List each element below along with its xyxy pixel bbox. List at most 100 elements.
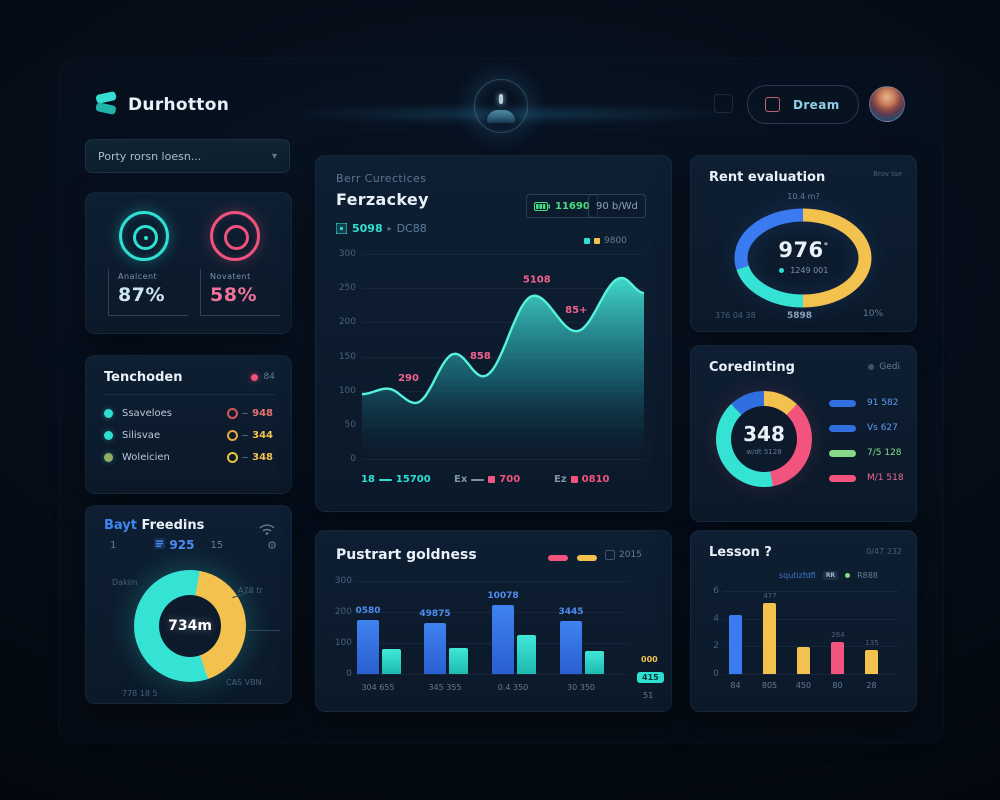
gear-icon[interactable]: ⚙ — [267, 538, 277, 552]
chart-legend-item[interactable]: Ez 0810 — [554, 474, 610, 485]
legend-item[interactable]: 91 582 — [829, 398, 899, 408]
title-accent: Bayt — [104, 518, 137, 533]
orb-light — [499, 94, 503, 104]
legend-badge: RR — [822, 571, 839, 580]
gauge-label: Analcent — [118, 272, 158, 281]
app-logo-icon[interactable] — [93, 90, 119, 116]
legend-note-value: 2015 — [619, 550, 642, 560]
list-item[interactable]: Silisvae 344 — [86, 424, 291, 446]
data-label: 858 — [470, 351, 491, 362]
badge-value: 84 — [263, 372, 275, 382]
stat-value: 5098 — [352, 222, 383, 235]
search-field[interactable]: Porty rorsn loesn... ▾ — [85, 139, 290, 173]
divider — [102, 394, 275, 395]
value-dot-icon — [227, 407, 239, 419]
user-avatar[interactable] — [869, 86, 905, 122]
bar-secondary — [382, 649, 401, 674]
yellow-legend-pill[interactable] — [577, 555, 597, 561]
performance-plot: 290 858 5108 85+ — [361, 254, 645, 459]
bar — [729, 615, 742, 674]
lesson-legend: squtizfdfi RR R888 — [779, 571, 878, 580]
legend-label: 7/5 128 — [867, 448, 902, 458]
legend-item[interactable]: M/1 518 — [829, 473, 904, 483]
donut-center-sub: w/dt 5128 — [746, 448, 782, 456]
legend-pill — [829, 399, 856, 407]
y-tick-label: 4 — [713, 613, 719, 624]
bar-value-label: 0580 — [355, 606, 381, 616]
mini-legend: 9800 — [584, 236, 627, 246]
gridline — [723, 646, 899, 648]
value-dot-icon — [227, 429, 239, 441]
legend-label: Ez — [554, 474, 567, 485]
degree-mark: ° — [823, 242, 829, 252]
ring-label-bottom-mid: 5898 — [787, 311, 813, 321]
battery-icon — [534, 201, 550, 211]
chart-legend-item[interactable]: Ex 700 — [454, 474, 520, 485]
tenchoden-rows: Ssaveloes 948 Silisvae 344 Woleicien 348 — [86, 402, 291, 468]
connector-line — [248, 630, 280, 631]
launch-orb-icon[interactable] — [474, 79, 528, 133]
y-tick-label: 150 — [338, 351, 356, 362]
performance-card: Berr Curectices Ferzackey 11690 90 b/Wd … — [315, 155, 672, 512]
chart-legend-item[interactable]: 18 15700 — [361, 474, 431, 485]
legend-value: 15700 — [395, 474, 431, 485]
coredinting-legend: 91 582 Vs 627 7/5 128 M/1 518 — [691, 346, 916, 521]
chevron-down-icon: ▾ — [271, 150, 277, 162]
row-dot-icon — [104, 430, 113, 440]
performance-stat: 5098 ▸ DC88 — [336, 222, 427, 235]
bar — [831, 642, 844, 674]
performance-yticks: 300 250 200 150 100 50 0 — [328, 249, 356, 464]
bar-value-label: 49875 — [419, 609, 451, 619]
donut-label-right: A78 tr — [238, 586, 263, 595]
x-tick-label: 84 — [730, 681, 741, 690]
x-tick-label: 0.4 350 — [497, 683, 529, 692]
bar — [763, 603, 776, 674]
y-tick-label: 100 — [338, 385, 356, 396]
data-label: 5108 — [523, 275, 551, 286]
corner-note: Gedi — [868, 362, 900, 372]
arrow-icon: ▸ — [387, 224, 392, 233]
mini-legend-value: 9800 — [604, 236, 627, 246]
y-tick-label: 200 — [334, 607, 352, 617]
battery-chip[interactable]: 11690 — [526, 194, 598, 218]
bar-value-label: 3445 — [558, 607, 584, 617]
legend-item[interactable]: 7/5 128 — [829, 448, 902, 458]
bar-secondary — [585, 651, 604, 674]
dream-button[interactable]: Dream — [747, 85, 859, 124]
value-dot-icon — [227, 451, 239, 463]
notifications-icon[interactable] — [714, 94, 733, 113]
x-tick-label: 450 — [795, 681, 812, 690]
list-item[interactable]: Woleicien 348 — [86, 446, 291, 468]
bar-value-label: 264 — [831, 631, 845, 639]
card-title: Tenchoden — [104, 370, 183, 385]
legend-item[interactable]: Vs 627 — [829, 423, 898, 433]
row-label: Woleicien — [122, 451, 170, 463]
teal-square-icon — [584, 238, 590, 244]
secondary-chip[interactable]: 90 b/Wd — [588, 194, 646, 218]
ring-segment-teal — [736, 265, 804, 308]
freedins-donut-hole: 734m — [159, 595, 221, 657]
donut-center-value: 734m — [168, 618, 212, 634]
y-tick-label: 100 — [334, 638, 352, 648]
card-title: Coredinting — [709, 360, 795, 375]
gauge-stat-left: Analcent 87% — [108, 269, 188, 316]
gauge-stat-right: Novatent 58% — [200, 269, 280, 316]
battery-chip-value: 11690 — [555, 200, 590, 212]
gauge-label: Novatent — [210, 272, 251, 281]
y-tick-label: 300 — [334, 576, 352, 586]
x-tick-label: 30 350 — [567, 683, 595, 692]
x-tick-label: 28 — [866, 681, 877, 690]
bar-primary — [357, 620, 379, 674]
legend-label: Vs 627 — [867, 423, 898, 433]
app-name: Durhotton — [128, 95, 230, 115]
bar-secondary — [449, 648, 468, 674]
ring-center-value: 976° — [778, 238, 829, 262]
value-dash — [242, 434, 249, 436]
wifi-icon — [259, 520, 275, 539]
row-label: Ssaveloes — [122, 407, 173, 419]
pink-legend-pill[interactable] — [548, 555, 568, 561]
y-tick-label: 0 — [350, 454, 356, 464]
teal-gauge-icon — [119, 211, 169, 261]
orb-dome — [487, 110, 515, 123]
list-item[interactable]: Ssaveloes 948 — [86, 402, 291, 424]
